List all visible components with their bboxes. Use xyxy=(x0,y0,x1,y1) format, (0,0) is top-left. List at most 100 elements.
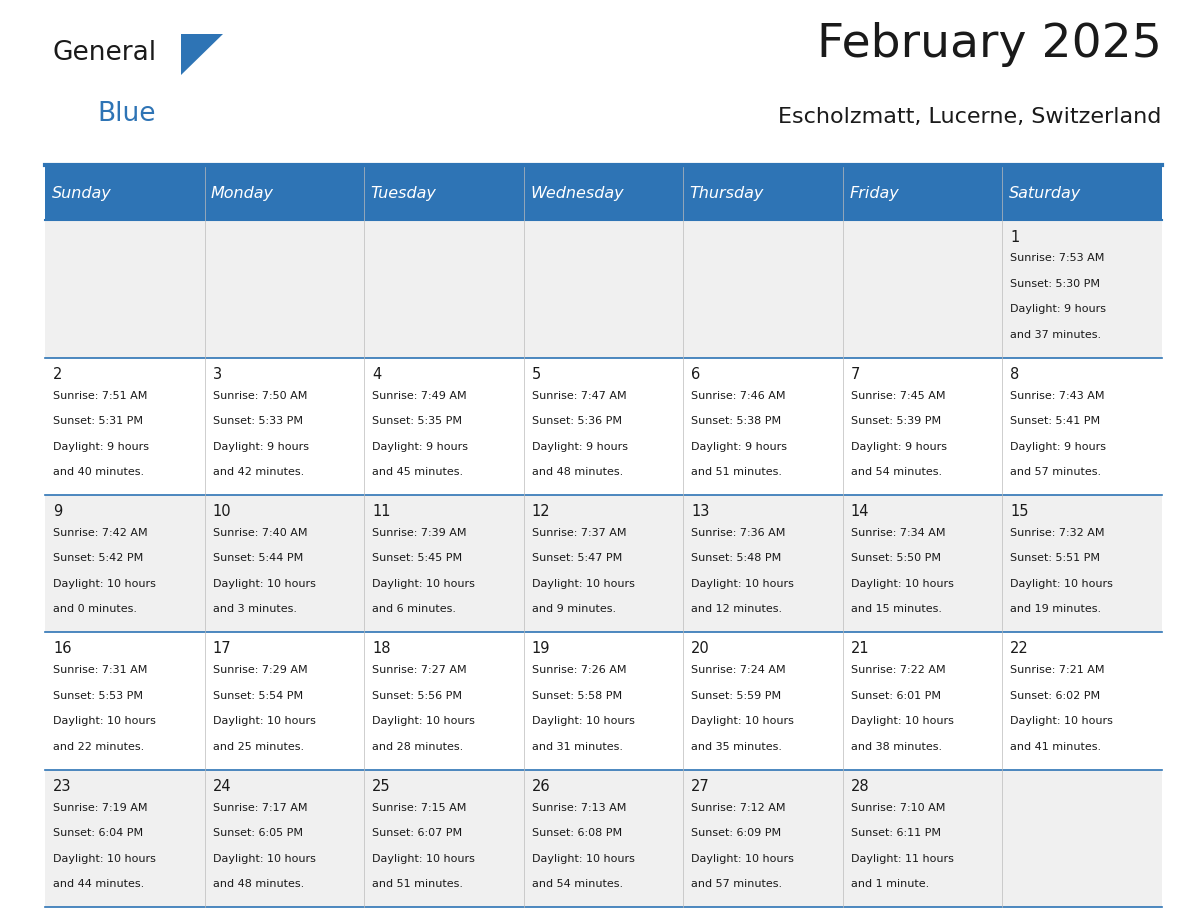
Text: Sunset: 5:48 PM: Sunset: 5:48 PM xyxy=(691,554,782,564)
Text: Sunrise: 7:31 AM: Sunrise: 7:31 AM xyxy=(53,666,147,676)
Text: Daylight: 10 hours: Daylight: 10 hours xyxy=(691,854,794,864)
Text: Daylight: 10 hours: Daylight: 10 hours xyxy=(213,716,316,726)
Text: Sunset: 6:07 PM: Sunset: 6:07 PM xyxy=(372,828,462,838)
Text: Sunrise: 7:40 AM: Sunrise: 7:40 AM xyxy=(213,528,308,538)
Text: 12: 12 xyxy=(532,504,550,520)
Text: Sunset: 5:41 PM: Sunset: 5:41 PM xyxy=(1010,416,1100,426)
Text: Daylight: 9 hours: Daylight: 9 hours xyxy=(213,442,309,452)
Text: 2: 2 xyxy=(53,367,63,382)
Text: 17: 17 xyxy=(213,642,232,656)
Text: Daylight: 10 hours: Daylight: 10 hours xyxy=(372,579,475,588)
Text: 24: 24 xyxy=(213,778,232,794)
Text: February 2025: February 2025 xyxy=(817,22,1162,67)
Text: Thursday: Thursday xyxy=(690,186,764,201)
Text: 1: 1 xyxy=(1010,230,1019,244)
Text: and 51 minutes.: and 51 minutes. xyxy=(691,467,782,477)
Text: Daylight: 9 hours: Daylight: 9 hours xyxy=(851,442,947,452)
Text: Daylight: 11 hours: Daylight: 11 hours xyxy=(851,854,954,864)
Text: Daylight: 10 hours: Daylight: 10 hours xyxy=(1010,716,1113,726)
Text: Daylight: 9 hours: Daylight: 9 hours xyxy=(53,442,150,452)
Text: Sunrise: 7:15 AM: Sunrise: 7:15 AM xyxy=(372,802,467,812)
Text: and 48 minutes.: and 48 minutes. xyxy=(213,879,304,889)
Text: 15: 15 xyxy=(1010,504,1029,520)
Text: 19: 19 xyxy=(532,642,550,656)
Text: Sunset: 5:53 PM: Sunset: 5:53 PM xyxy=(53,690,143,700)
Text: Daylight: 10 hours: Daylight: 10 hours xyxy=(1010,579,1113,588)
Text: and 31 minutes.: and 31 minutes. xyxy=(532,742,623,752)
Text: Sunset: 5:59 PM: Sunset: 5:59 PM xyxy=(691,690,782,700)
Text: Sunset: 6:04 PM: Sunset: 6:04 PM xyxy=(53,828,144,838)
Text: Daylight: 10 hours: Daylight: 10 hours xyxy=(372,854,475,864)
Text: 10: 10 xyxy=(213,504,232,520)
Text: Sunrise: 7:53 AM: Sunrise: 7:53 AM xyxy=(1010,253,1105,263)
Text: Daylight: 10 hours: Daylight: 10 hours xyxy=(851,579,954,588)
Text: Sunset: 6:02 PM: Sunset: 6:02 PM xyxy=(1010,690,1100,700)
Text: Sunset: 5:35 PM: Sunset: 5:35 PM xyxy=(372,416,462,426)
Text: Sunrise: 7:51 AM: Sunrise: 7:51 AM xyxy=(53,391,147,400)
Text: and 48 minutes.: and 48 minutes. xyxy=(532,467,623,477)
Text: and 6 minutes.: and 6 minutes. xyxy=(372,604,456,614)
Text: 6: 6 xyxy=(691,367,701,382)
Text: Sunrise: 7:21 AM: Sunrise: 7:21 AM xyxy=(1010,666,1105,676)
Text: Sunrise: 7:34 AM: Sunrise: 7:34 AM xyxy=(851,528,946,538)
Text: Sunrise: 7:43 AM: Sunrise: 7:43 AM xyxy=(1010,391,1105,400)
Text: Sunrise: 7:26 AM: Sunrise: 7:26 AM xyxy=(532,666,626,676)
Text: 9: 9 xyxy=(53,504,63,520)
Text: Sunrise: 7:45 AM: Sunrise: 7:45 AM xyxy=(851,391,946,400)
Text: Blue: Blue xyxy=(97,101,156,127)
Polygon shape xyxy=(181,34,223,74)
Text: Sunset: 5:33 PM: Sunset: 5:33 PM xyxy=(213,416,303,426)
Text: Daylight: 10 hours: Daylight: 10 hours xyxy=(691,716,794,726)
Text: Sunset: 5:58 PM: Sunset: 5:58 PM xyxy=(532,690,621,700)
Text: Sunset: 5:31 PM: Sunset: 5:31 PM xyxy=(53,416,143,426)
Text: and 12 minutes.: and 12 minutes. xyxy=(691,604,783,614)
Text: and 54 minutes.: and 54 minutes. xyxy=(851,467,942,477)
Text: and 28 minutes.: and 28 minutes. xyxy=(372,742,463,752)
Text: Sunset: 5:30 PM: Sunset: 5:30 PM xyxy=(1010,279,1100,289)
Text: Sunrise: 7:19 AM: Sunrise: 7:19 AM xyxy=(53,802,147,812)
Text: 18: 18 xyxy=(372,642,391,656)
Text: 28: 28 xyxy=(851,778,870,794)
Text: and 54 minutes.: and 54 minutes. xyxy=(532,879,623,889)
Text: and 9 minutes.: and 9 minutes. xyxy=(532,604,615,614)
Text: and 25 minutes.: and 25 minutes. xyxy=(213,742,304,752)
Text: Sunset: 5:42 PM: Sunset: 5:42 PM xyxy=(53,554,144,564)
Text: Daylight: 9 hours: Daylight: 9 hours xyxy=(372,442,468,452)
Text: Wednesday: Wednesday xyxy=(530,186,624,201)
Text: Sunrise: 7:27 AM: Sunrise: 7:27 AM xyxy=(372,666,467,676)
Text: 16: 16 xyxy=(53,642,71,656)
Text: 26: 26 xyxy=(532,778,550,794)
Text: Sunrise: 7:50 AM: Sunrise: 7:50 AM xyxy=(213,391,307,400)
Text: Sunrise: 7:46 AM: Sunrise: 7:46 AM xyxy=(691,391,785,400)
Text: Sunrise: 7:32 AM: Sunrise: 7:32 AM xyxy=(1010,528,1105,538)
Text: 20: 20 xyxy=(691,642,710,656)
Text: and 57 minutes.: and 57 minutes. xyxy=(1010,467,1101,477)
Text: Daylight: 9 hours: Daylight: 9 hours xyxy=(691,442,788,452)
Text: Sunset: 5:47 PM: Sunset: 5:47 PM xyxy=(532,554,623,564)
Text: Friday: Friday xyxy=(849,186,899,201)
Text: 13: 13 xyxy=(691,504,709,520)
Text: 11: 11 xyxy=(372,504,391,520)
Text: General: General xyxy=(52,40,157,66)
Text: and 0 minutes.: and 0 minutes. xyxy=(53,604,137,614)
Text: Sunset: 5:56 PM: Sunset: 5:56 PM xyxy=(372,690,462,700)
Text: Sunrise: 7:49 AM: Sunrise: 7:49 AM xyxy=(372,391,467,400)
Text: Sunrise: 7:36 AM: Sunrise: 7:36 AM xyxy=(691,528,785,538)
Text: Sunrise: 7:37 AM: Sunrise: 7:37 AM xyxy=(532,528,626,538)
Text: 23: 23 xyxy=(53,778,71,794)
Text: Daylight: 10 hours: Daylight: 10 hours xyxy=(532,854,634,864)
Text: Sunrise: 7:39 AM: Sunrise: 7:39 AM xyxy=(372,528,467,538)
Text: and 40 minutes.: and 40 minutes. xyxy=(53,467,144,477)
Text: and 44 minutes.: and 44 minutes. xyxy=(53,879,145,889)
Text: Sunset: 6:09 PM: Sunset: 6:09 PM xyxy=(691,828,782,838)
Text: Monday: Monday xyxy=(211,186,274,201)
Text: Sunset: 5:45 PM: Sunset: 5:45 PM xyxy=(372,554,462,564)
Text: Sunset: 6:11 PM: Sunset: 6:11 PM xyxy=(851,828,941,838)
Text: Daylight: 10 hours: Daylight: 10 hours xyxy=(213,854,316,864)
Text: and 15 minutes.: and 15 minutes. xyxy=(851,604,942,614)
Text: Sunset: 5:54 PM: Sunset: 5:54 PM xyxy=(213,690,303,700)
Text: Sunset: 5:38 PM: Sunset: 5:38 PM xyxy=(691,416,782,426)
Text: 7: 7 xyxy=(851,367,860,382)
Text: and 38 minutes.: and 38 minutes. xyxy=(851,742,942,752)
Text: and 22 minutes.: and 22 minutes. xyxy=(53,742,145,752)
